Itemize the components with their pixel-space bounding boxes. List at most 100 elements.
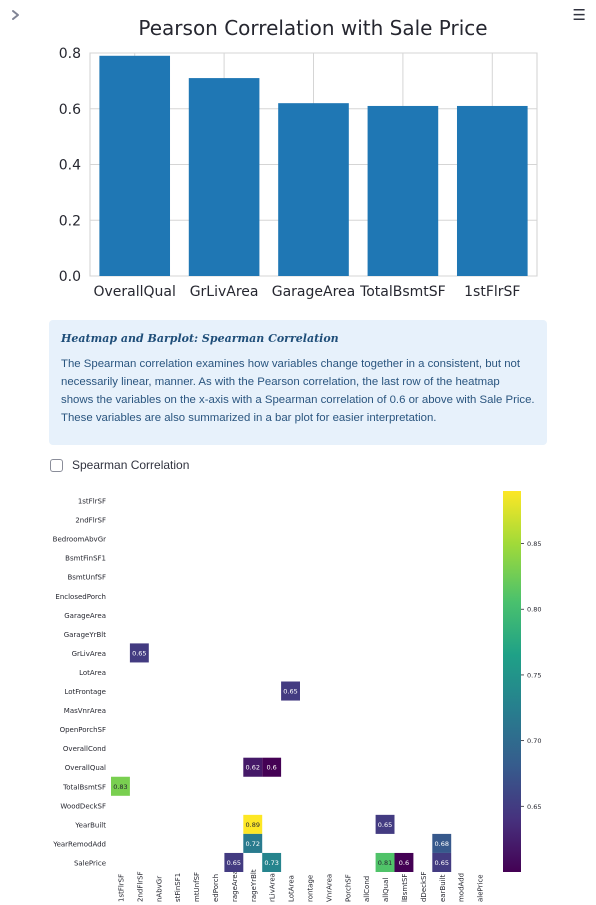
row-label: LotFrontage xyxy=(64,688,106,696)
chevron-right-icon[interactable] xyxy=(9,6,23,24)
column-label: edPorch xyxy=(212,874,220,902)
bar-TotalBsmtSF xyxy=(367,105,439,277)
colorbar-tick-label: 0.70 xyxy=(527,737,541,745)
column-label: earBuilt xyxy=(439,874,447,902)
row-label: EnclosedPorch xyxy=(55,593,106,601)
heatmap-cell-label: 0.65 xyxy=(132,649,146,657)
y-tick-label: 0.8 xyxy=(59,46,81,62)
column-label: PorchSF xyxy=(344,874,352,902)
column-label: mtUnfSF xyxy=(193,872,201,902)
row-label: OverallQual xyxy=(65,764,106,772)
column-label: stFinSF1 xyxy=(174,873,182,902)
row-label: 2ndFlrSF xyxy=(75,517,106,525)
row-label: OpenPorchSF xyxy=(60,726,106,734)
pearson-bar-chart: Pearson Correlation with Sale Price 0.0 0… xyxy=(59,16,538,300)
row-label: YearRemodAdd xyxy=(52,840,106,848)
colorbar-tick-label: 0.85 xyxy=(527,540,541,548)
heatmap-cell-label: 0.65 xyxy=(435,859,449,867)
spearman-checkbox-row[interactable]: Spearman Correlation xyxy=(50,458,189,472)
heatmap-cell-label: 0.73 xyxy=(264,859,278,867)
spearman-checkbox[interactable] xyxy=(50,458,63,472)
chart-title: Pearson Correlation with Sale Price xyxy=(138,16,487,40)
heatmap-cell xyxy=(243,814,263,834)
heatmap-cell-label: 0.83 xyxy=(113,783,127,791)
row-label: YearBuilt xyxy=(74,821,106,829)
column-label: rageYrBlt xyxy=(250,869,258,902)
row-label: GrLivArea xyxy=(72,650,106,658)
row-label: TotalBsmtSF xyxy=(62,783,106,791)
row-label: LotArea xyxy=(79,669,106,677)
x-tick-label: TotalBsmtSF xyxy=(359,284,446,300)
x-tick-label: GarageArea xyxy=(272,284,355,300)
heatmap-cell-label: 0.65 xyxy=(283,688,297,696)
heatmap-cell xyxy=(243,757,263,777)
bar-GarageArea xyxy=(278,103,349,276)
bar-GrLivArea xyxy=(188,78,260,277)
y-tick-label: 0.6 xyxy=(59,102,81,118)
heatmap-cell xyxy=(375,852,395,872)
column-label: alePrice xyxy=(477,874,485,902)
row-label: BsmtFinSF1 xyxy=(65,555,106,563)
hamburger-icon[interactable]: ☰ xyxy=(572,6,586,24)
column-label: 1stFlrSF xyxy=(117,874,125,902)
column-label: LotArea xyxy=(288,875,296,902)
heatmap-cell-label: 0.81 xyxy=(378,859,392,867)
heatmap-cell xyxy=(394,852,414,872)
heatmap-cell xyxy=(262,757,282,777)
info-box: Heatmap and Barplot: Spearman Correlatio… xyxy=(49,320,547,445)
heatmap-cell xyxy=(375,814,395,834)
heatmap-cell xyxy=(432,852,452,872)
row-label: GarageYrBlt xyxy=(64,631,107,639)
colorbar-tick-label: 0.80 xyxy=(527,606,541,614)
column-label: 2ndFlrSF xyxy=(136,871,144,902)
heatmap-cell-label: 0.6 xyxy=(266,764,276,772)
spearman-checkbox-label[interactable]: Spearman Correlation xyxy=(72,458,190,472)
bar-OverallQual xyxy=(99,55,171,276)
spearman-heatmap: 1stFlrSF 2ndFlrSF BedroomAbvGr BsmtFinSF1 Bs… xyxy=(52,491,541,902)
heatmap-cell xyxy=(111,776,130,796)
column-label: allCond xyxy=(363,876,371,902)
heatmap-cell xyxy=(243,833,263,853)
colorbar xyxy=(503,491,521,872)
x-tick-label: OverallQual xyxy=(93,284,175,300)
row-label: 1stFlrSF xyxy=(78,498,106,506)
row-label: BsmtUnfSF xyxy=(67,574,106,582)
info-body: The Spearman correlation examines how va… xyxy=(61,358,535,424)
column-label: lBsmtSF xyxy=(401,874,409,902)
y-tick-label: 0.4 xyxy=(59,158,81,174)
y-tick-label: 0.2 xyxy=(59,213,81,229)
column-label: allQual xyxy=(382,878,390,902)
row-label: OverallCond xyxy=(63,745,106,753)
heatmap-cell-label: 0.89 xyxy=(246,821,260,829)
row-label: SalePrice xyxy=(74,859,106,867)
heatmap-cell-label: 0.6 xyxy=(399,859,409,867)
heatmap-cell-label: 0.72 xyxy=(246,840,260,848)
colorbar-tick-label: 0.65 xyxy=(527,803,541,811)
heatmap-cell-label: 0.65 xyxy=(378,821,392,829)
column-label: rLivArea xyxy=(269,873,277,902)
column-label: VnrArea xyxy=(325,874,333,902)
heatmap-cell xyxy=(281,681,300,701)
y-tick-label: 0.0 xyxy=(59,269,81,285)
x-tick-label: GrLivArea xyxy=(190,284,259,300)
column-label: rontage xyxy=(306,875,314,902)
heatmap-cell xyxy=(262,852,282,872)
column-label: modAdd xyxy=(458,873,466,902)
row-label: GarageArea xyxy=(64,612,106,620)
heatmap-cell-label: 0.62 xyxy=(246,764,260,772)
heatmap-cell-label: 0.68 xyxy=(435,840,449,848)
row-label: WoodDeckSF xyxy=(60,802,106,810)
bar-1stFlrSF xyxy=(456,105,528,277)
colorbar-tick-label: 0.75 xyxy=(527,671,541,679)
x-tick-label: 1stFlrSF xyxy=(464,284,520,300)
column-label: nAbvGr xyxy=(155,876,163,902)
heatmap-cell xyxy=(224,852,244,872)
column-label: dDeckSF xyxy=(420,871,428,902)
info-title: Heatmap and Barplot: Spearman Correlatio… xyxy=(61,332,339,345)
row-label: BedroomAbvGr xyxy=(53,536,106,544)
heatmap-cell xyxy=(129,643,149,663)
row-label: MasVnrArea xyxy=(64,707,106,715)
heatmap-cell xyxy=(432,833,452,853)
heatmap-cell-label: 0.65 xyxy=(227,859,241,867)
column-label: rageArea xyxy=(231,870,239,902)
